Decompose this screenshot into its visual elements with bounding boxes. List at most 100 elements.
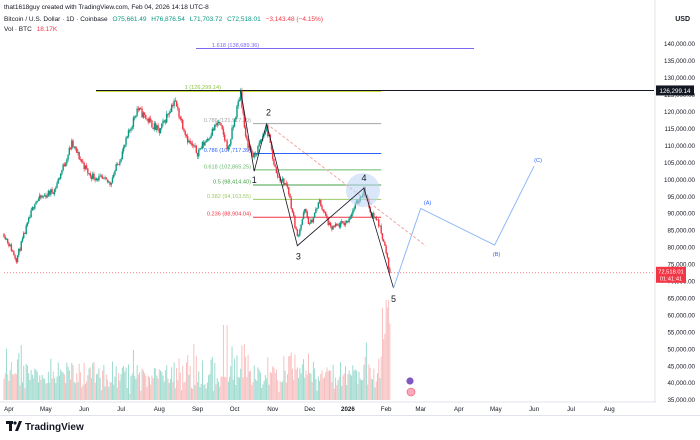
volume-bar	[247, 354, 249, 400]
volume-bar	[19, 385, 21, 400]
volume-bar	[130, 376, 132, 400]
volume-bar	[79, 372, 81, 400]
candle-body	[56, 183, 58, 188]
volume-bar	[77, 382, 79, 400]
volume-bar	[162, 375, 164, 400]
volume-bar	[169, 379, 171, 400]
symbol-title[interactable]: Bitcoin / U.S. Dollar · 1D · Coinbase	[4, 16, 108, 23]
x-tick-label: Oct	[230, 406, 240, 413]
y-tick-label: 125,000.00	[664, 92, 696, 99]
volume-bar	[306, 374, 308, 400]
candle-body	[62, 164, 64, 171]
candle-body	[41, 196, 43, 198]
candle-body	[331, 226, 333, 230]
y-tick-label: 40,000.00	[667, 380, 695, 387]
candle-body	[233, 119, 236, 127]
candle-body	[51, 189, 53, 193]
volume-bar	[291, 368, 293, 400]
candle-body	[109, 181, 111, 185]
volume-bar	[365, 342, 367, 400]
volume-bar	[332, 364, 334, 400]
volume-bar	[319, 380, 321, 400]
volume-bar	[84, 383, 86, 400]
volume-bar	[181, 390, 183, 400]
candle-body	[215, 124, 217, 126]
candle-body	[94, 178, 96, 181]
candle-body	[299, 229, 301, 236]
volume-bar	[179, 372, 181, 400]
currency-label[interactable]: USD	[675, 16, 690, 23]
candle-body	[69, 147, 72, 150]
candle-body	[322, 209, 324, 212]
candle-body	[344, 222, 347, 226]
volume-bar	[272, 366, 274, 400]
candle-body	[318, 200, 321, 203]
volume-bar	[174, 388, 176, 400]
candle-body	[183, 128, 185, 132]
volume-bar	[367, 384, 369, 400]
candle-body	[328, 222, 331, 225]
volume-bar	[60, 369, 62, 400]
volume-bar	[229, 376, 231, 400]
candle-body	[119, 161, 121, 165]
candle-body	[152, 127, 154, 130]
candle-body	[237, 101, 239, 107]
y-tick-label: 60,000.00	[667, 312, 695, 319]
candle-body	[238, 99, 241, 102]
candle-body	[227, 146, 230, 150]
trend-line-dashed	[266, 123, 426, 247]
candle-body	[127, 130, 130, 137]
volume-bar	[304, 377, 306, 400]
x-tick-label: Feb	[381, 406, 392, 413]
volume-bar	[108, 386, 110, 400]
candle-body	[180, 118, 183, 120]
candle-body	[242, 107, 244, 114]
candle-body	[20, 241, 22, 251]
candle-body	[219, 122, 221, 124]
candle-body	[16, 255, 19, 263]
tradingview-logo[interactable]: TradingView	[6, 421, 84, 433]
volume-bar	[253, 365, 255, 400]
volume-bar	[381, 307, 383, 400]
candle-body	[216, 122, 218, 126]
x-tick-label: Jun	[529, 406, 540, 413]
candle-body	[236, 106, 238, 118]
candle-body	[384, 241, 386, 246]
candle-body	[341, 221, 343, 223]
volume-bar	[173, 362, 175, 400]
candle-body	[225, 140, 227, 141]
x-tick-label: Apr	[4, 406, 14, 413]
volume-bar	[263, 380, 265, 400]
volume-bar	[208, 375, 210, 400]
volume-bar	[126, 387, 128, 400]
candle-body	[95, 178, 98, 181]
volume-bar	[234, 358, 236, 400]
candle-body	[376, 219, 379, 221]
candle-body	[202, 142, 205, 146]
candle-body	[235, 117, 237, 120]
y-tick-label: 45,000.00	[667, 363, 695, 370]
volume-bar	[177, 380, 179, 400]
volume-bar	[384, 333, 386, 400]
volume-bar	[151, 375, 153, 400]
candle-body	[352, 210, 354, 215]
volume-bar	[273, 367, 275, 400]
volume-bar	[121, 367, 123, 400]
volume-bar	[322, 378, 324, 400]
candle-body	[42, 196, 45, 197]
candle-body	[46, 195, 48, 198]
candle-body	[126, 136, 128, 138]
fib-level-label: 1 (126,299.14)	[185, 85, 222, 91]
x-tick-label: 2026	[341, 406, 355, 413]
volume-bar	[178, 358, 180, 400]
candle-body	[285, 183, 287, 185]
volume-bar	[370, 378, 372, 400]
volume-bar	[369, 367, 371, 400]
candle-body	[156, 125, 158, 131]
volume-bar	[66, 362, 68, 400]
candle-body	[68, 147, 71, 155]
volume-bar	[139, 372, 141, 400]
candle-body	[243, 113, 246, 128]
volume-bar	[379, 378, 381, 400]
